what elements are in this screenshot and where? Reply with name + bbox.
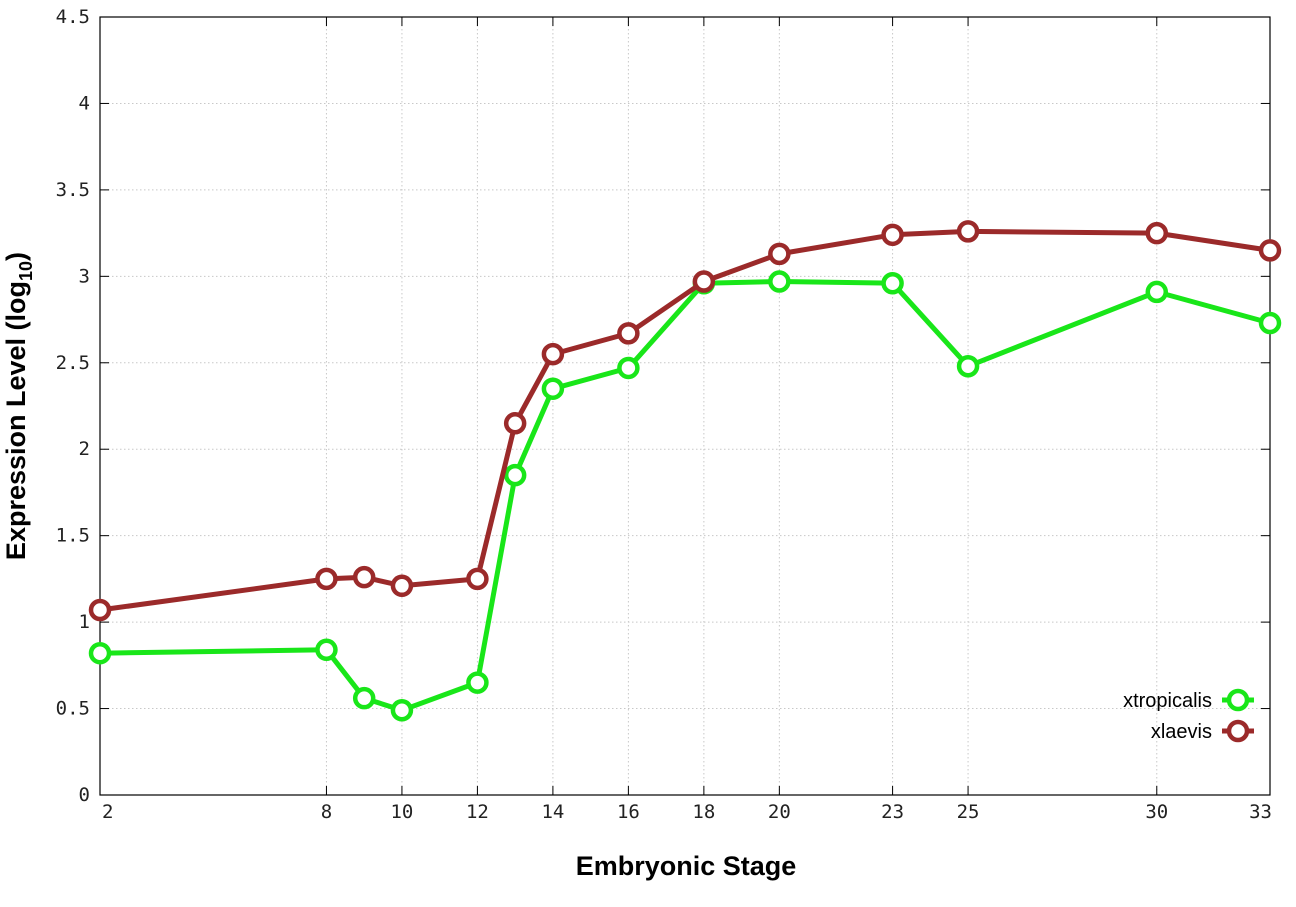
data-point-xlaevis bbox=[692, 270, 716, 293]
data-point-xlaevis bbox=[956, 220, 980, 243]
data-point-xtropicalis bbox=[352, 686, 376, 710]
plot-frame bbox=[99, 16, 1271, 796]
x-tick-label: 10 bbox=[390, 801, 413, 823]
data-point-xtropicalis bbox=[881, 271, 904, 295]
y-tick-label: 4.5 bbox=[56, 6, 90, 28]
data-point-xtropicalis bbox=[466, 671, 489, 694]
x-axis-title: Embryonic Stage bbox=[576, 851, 797, 881]
x-tick-label: 30 bbox=[1145, 801, 1168, 823]
x-tick-label: 14 bbox=[541, 801, 564, 823]
data-point-xlaevis bbox=[503, 412, 527, 435]
x-tick-label: 8 bbox=[321, 801, 332, 823]
series-xlaevis bbox=[88, 220, 1282, 622]
legend: xtropicalis xlaevis bbox=[1123, 688, 1254, 743]
data-point-xtropicalis bbox=[390, 699, 414, 722]
y-tick-label: 0 bbox=[79, 784, 90, 806]
x-tick-label: 12 bbox=[466, 801, 489, 823]
data-point-xlaevis bbox=[315, 567, 338, 591]
series-line-xlaevis bbox=[99, 228, 1271, 613]
x-tick-label: 33 bbox=[1249, 801, 1272, 823]
grid-lines bbox=[100, 17, 1270, 795]
y-axis-title-subscript: 10 bbox=[16, 261, 36, 281]
y-axis-title: Expression Level (log10) bbox=[1, 252, 36, 560]
data-point-xlaevis bbox=[352, 565, 376, 589]
y-tick-label: 3 bbox=[79, 265, 90, 287]
series-line-xtropicalis bbox=[99, 279, 1271, 713]
x-tick-label: 20 bbox=[768, 801, 791, 823]
x-tick-label: 2 bbox=[102, 801, 113, 823]
data-point-xtropicalis bbox=[768, 270, 791, 293]
x-tick-label: 16 bbox=[617, 801, 640, 823]
y-tick-label: 3.5 bbox=[56, 179, 90, 201]
y-tick-label: 2.5 bbox=[56, 352, 90, 374]
data-point-xtropicalis bbox=[617, 356, 640, 380]
y-axis-title-close: ) bbox=[1, 252, 31, 261]
legend-marker-xtropicalis bbox=[1226, 688, 1250, 712]
y-axis-title-main: Expression Level (log bbox=[1, 281, 31, 560]
x-tick-label: 25 bbox=[957, 801, 980, 823]
data-point-xtropicalis bbox=[88, 641, 112, 665]
x-tick-label: 23 bbox=[881, 801, 904, 823]
data-point-xlaevis bbox=[390, 574, 414, 598]
x-tick-label: 18 bbox=[692, 801, 715, 823]
y-tick-label: 0.5 bbox=[56, 698, 90, 720]
y-tick-label: 1 bbox=[79, 611, 90, 633]
legend-label-xlaevis: xlaevis bbox=[1151, 721, 1212, 743]
y-tick-label: 2 bbox=[79, 438, 90, 460]
data-point-xtropicalis bbox=[541, 377, 565, 400]
data-series bbox=[88, 220, 1282, 722]
legend-marker-xlaevis bbox=[1226, 719, 1250, 743]
data-point-xlaevis bbox=[617, 322, 640, 345]
y-tick-label: 1.5 bbox=[56, 525, 90, 547]
data-point-xlaevis bbox=[881, 223, 904, 247]
data-point-xlaevis bbox=[88, 598, 112, 622]
data-point-xlaevis bbox=[1258, 239, 1282, 262]
data-point-xlaevis bbox=[466, 567, 489, 591]
data-point-xlaevis bbox=[1145, 221, 1169, 245]
legend-label-xtropicalis: xtropicalis bbox=[1123, 690, 1212, 712]
data-point-xlaevis bbox=[768, 242, 791, 266]
y-tick-label: 4 bbox=[79, 92, 90, 114]
data-point-xtropicalis bbox=[956, 354, 980, 378]
data-point-xtropicalis bbox=[1145, 280, 1169, 304]
axis-ticks: 0 0.5 1 1.5 2 2.5 3 3.5 4 4.5 2 8 10 12 14 16 18 20 23 25 30… bbox=[56, 6, 1272, 823]
data-point-xtropicalis bbox=[1258, 311, 1282, 335]
data-point-xtropicalis bbox=[503, 463, 527, 487]
data-point-xlaevis bbox=[541, 342, 565, 366]
series-xtropicalis bbox=[88, 270, 1282, 722]
data-point-xtropicalis bbox=[315, 638, 338, 662]
